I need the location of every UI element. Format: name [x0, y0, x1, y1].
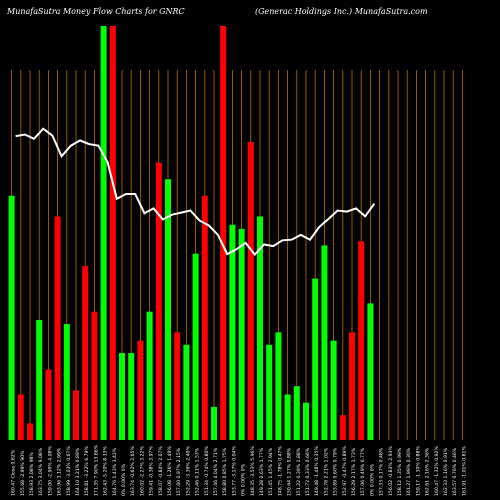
money-flow-bar — [82, 266, 89, 440]
money-flow-bar — [91, 311, 98, 440]
x-tick-label: 162.43 -5.20% 8.33% — [103, 446, 109, 496]
x-tick-label: 163.74 -0.62% 2.65% — [130, 446, 136, 496]
money-flow-bar — [303, 402, 309, 440]
x-tick-label: 152.78 2.21% 1.02% — [323, 447, 329, 496]
x-tick-label: 160.47 Close 0.82% — [11, 449, 17, 496]
x-tick-label: 152.97 -0.47% 0.89% — [342, 446, 348, 496]
x-tick-label: 153.69 0.60% 0.79% — [333, 447, 339, 496]
x-tick-label: 159.17 -1.30% 0.88% — [415, 446, 421, 496]
money-flow-bar — [155, 162, 162, 440]
money-flow-bar — [266, 344, 273, 440]
money-flow-bar — [257, 216, 263, 440]
money-flow-bar — [367, 303, 374, 440]
money-flow-bar — [339, 415, 346, 440]
x-tick-label: 149.28 0.63% 1.77% — [259, 447, 265, 496]
money-flow-bar — [183, 344, 190, 440]
x-tick-label: 151.72 0.33% 0.66% — [305, 447, 311, 496]
money-flow-bar — [165, 179, 171, 440]
x-tick-label: 152.46 0.11% 1.53% — [195, 447, 201, 496]
x-tick-label: 158.99 -3.03% 0.67% — [66, 446, 72, 496]
x-tick-label: 151.34 -0.74% 0.80% — [204, 446, 210, 496]
x-tick-label: 162.33 1.16% 0.91% — [443, 447, 449, 496]
money-flow-bar — [321, 245, 328, 440]
x-tick-label: 160.47 -1.32% 0.92% — [434, 446, 440, 496]
money-flow-bar — [293, 386, 300, 440]
x-tick-label: 159.00 -2.90% 4.08% — [47, 446, 53, 496]
money-flow-bar — [63, 324, 70, 440]
money-flow-bar — [174, 332, 181, 440]
x-tick-label: 149.48 -1.48% 0.35% — [314, 446, 320, 496]
money-flow-bar — [8, 195, 15, 440]
money-flow-bar — [358, 241, 365, 440]
x-tick-label: 163.96 3.12% 2.99% — [57, 447, 63, 496]
money-flow-bar — [201, 195, 208, 440]
x-tick-label: 0% 0.00% 0% — [241, 463, 247, 496]
x-tick-label: 156.02 -0.83% 2.93% — [388, 446, 394, 496]
x-tick-label: 148.75 -1.78% 0.47% — [277, 446, 283, 496]
money-flow-bar — [312, 278, 319, 440]
money-flow-bar — [220, 26, 227, 440]
x-tick-label: 163.75 3.04% 9.08% — [38, 447, 44, 496]
chart-title: MunafaSutra Money Flow Charts for GNRC — [7, 7, 185, 16]
x-tick-label: 164.76 1.43% 3.42% — [112, 447, 118, 496]
money-flow-bar — [247, 141, 254, 441]
x-tick-label: 150.64 1.27% 0.88% — [287, 447, 293, 496]
money-flow-bar — [27, 423, 33, 440]
money-flow-bar — [146, 311, 153, 440]
money-flow-bar — [109, 26, 116, 440]
x-tick-label: 157.60 0.97% 2.15% — [176, 447, 182, 496]
money-flow-bar — [100, 26, 107, 440]
price-line — [15, 127, 376, 257]
x-tick-label: 0% 0.00% 0% — [121, 463, 127, 496]
money-flow-bar — [36, 319, 43, 440]
money-flow-bar — [119, 353, 125, 440]
x-tick-label: 157.46 4.04% 2.71% — [213, 447, 219, 496]
x-tick-label: 158.12 1.35% 0.99% — [397, 447, 403, 496]
x-tick-label: 164.10 3.21% 0.89% — [75, 447, 81, 496]
x-tick-label: 160.02 -2.27% 3.22% — [139, 446, 145, 496]
x-tick-label: 158.07 -0.84% 2.07% — [158, 446, 164, 496]
money-flow-bar — [137, 340, 144, 440]
money-flow-bar — [275, 332, 282, 440]
x-tick-label: 158.80 0.85% 1.75% — [222, 447, 228, 496]
x-tick-label: 162.61 2.16% 2.36% — [425, 447, 431, 496]
x-tick-label: 157.33 0.17% 0.48% — [379, 447, 385, 496]
money-flow-bar — [284, 394, 291, 440]
money-flow-bar — [192, 253, 199, 440]
x-tick-label: 163.57 0.76% 0.46% — [452, 447, 458, 496]
money-flow-bar — [238, 228, 245, 440]
x-tick-label: 161.91 -1.01% 0.81% — [461, 446, 467, 496]
money-flow-bar — [73, 390, 79, 440]
x-tick-label: 152.29 -3.36% 2.40% — [185, 446, 191, 496]
x-tick-label: 171.35 7.90% 13.86% — [93, 444, 99, 496]
x-tick-label: 0% 0.00% 0% — [369, 463, 375, 496]
x-tick-label: 151.45 1.45% 2.94% — [268, 447, 274, 496]
money-flow-bar — [349, 332, 355, 440]
money-flow-bar — [128, 353, 135, 440]
money-flow-bar — [211, 406, 217, 440]
money-flow-bar — [45, 369, 52, 440]
x-tick-label: 151.22 0.39% 1.88% — [296, 447, 302, 496]
chart-subtitle: (Generac Holdings Inc.) MunafaSutra.com — [255, 7, 428, 16]
x-tick-label: 159.41 -0.38% 3.97% — [149, 446, 155, 496]
x-tick-label: 153.77 -3.17% 0.04% — [231, 446, 237, 496]
x-tick-label: 158.93 2.08% 98% — [29, 452, 35, 496]
money-flow-bar — [17, 394, 24, 440]
x-tick-label: 158.81 -3.22% 6.79% — [84, 446, 90, 496]
x-tick-label: 156.29 2.17% 1.73% — [351, 447, 357, 496]
x-tick-label: 157.06 0.49% 0.77% — [360, 447, 366, 496]
money-flow-bar — [330, 340, 337, 440]
money-flow-bar — [229, 224, 236, 440]
x-tick-label: 161.27 1.99% 0.30% — [406, 447, 412, 496]
x-tick-label: 155.68 -2.99% 90% — [20, 450, 26, 496]
x-tick-label: 148.35 -3.53% 5.96% — [250, 446, 256, 496]
x-tick-label: 156.08 -1.26% 1.49% — [167, 446, 173, 496]
money-flow-bar — [54, 216, 61, 440]
